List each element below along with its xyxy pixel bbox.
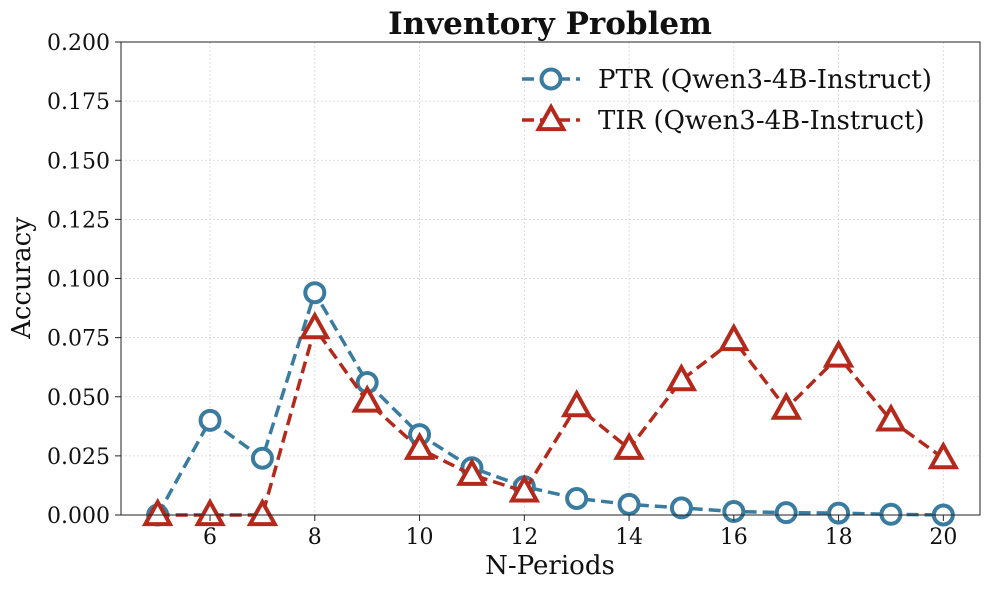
y-tick-label: 0.025: [47, 445, 110, 470]
data-point-triangle: [403, 431, 436, 460]
series-line: [156, 288, 944, 517]
data-point-circle: [250, 446, 274, 470]
x-tick-label: 8: [308, 525, 322, 550]
series-line: [157, 324, 945, 517]
y-tick-label: 0.000: [47, 504, 110, 529]
data-point-circle: [303, 281, 327, 305]
x-tick-label: 10: [406, 525, 434, 550]
legend-marker-circle: [539, 67, 563, 91]
y-tick-label: 0.100: [47, 268, 110, 293]
data-point-triangle: [875, 403, 907, 432]
data-point-triangle: [351, 384, 383, 413]
x-tick-label: 6: [203, 525, 217, 550]
data-point-circle: [617, 492, 641, 516]
legend: PTR (Qwen3-4B-Instruct) TIR (Qwen3-4B-Ins…: [522, 65, 932, 136]
y-tick-label: 0.125: [47, 208, 110, 233]
y-tick-label: 0.175: [47, 90, 110, 115]
legend-item: TIR (Qwen3-4B-Instruct): [522, 102, 925, 136]
data-point-triangle: [141, 497, 174, 527]
chart-title: Inventory Problem: [388, 6, 712, 42]
y-tick-label: 0.200: [47, 31, 110, 56]
x-tick-label: 20: [929, 525, 957, 550]
data-point-triangle: [456, 457, 488, 486]
legend-label: TIR (Qwen3-4B-Instruct): [598, 106, 925, 136]
data-point-triangle: [822, 339, 855, 368]
data-point-triangle: [613, 431, 645, 460]
data-point-triangle: [246, 497, 279, 527]
axis-layer: 6 8 10 12 14 16 18 20 0.000 0.025 0.050 0.075 0.100 0…: [47, 31, 957, 550]
data-point-triangle: [560, 389, 593, 418]
x-tick-label: 12: [510, 525, 538, 550]
x-tick-label: 18: [825, 525, 853, 550]
data-point-circle: [879, 502, 903, 526]
series-triangle-group: [141, 311, 960, 527]
data-point-triangle: [927, 441, 960, 470]
data-point-triangle: [665, 363, 698, 392]
data-point-circle: [774, 501, 798, 525]
x-tick-label: 16: [720, 525, 748, 550]
y-tick-label: 0.150: [47, 149, 110, 174]
x-axis-label: N-Periods: [485, 551, 615, 581]
legend-item: PTR (Qwen3-4B-Instruct): [522, 65, 932, 95]
data-point-triangle: [718, 322, 750, 352]
legend-label: PTR (Qwen3-4B-Instruct): [598, 65, 932, 95]
data-point-circle: [198, 408, 222, 432]
series-layer: [141, 281, 960, 527]
y-tick-label: 0.075: [47, 327, 110, 352]
data-point-circle: [565, 486, 589, 510]
y-axis-label: Accuracy: [7, 217, 37, 340]
data-point-circle: [827, 501, 851, 525]
data-point-triangle: [770, 391, 803, 420]
data-point-triangle: [508, 474, 541, 503]
data-point-circle: [669, 496, 693, 520]
x-tick-label: 14: [615, 525, 643, 550]
data-point-triangle: [298, 311, 331, 340]
legend-marker-triangle: [535, 102, 567, 132]
data-point-triangle: [194, 497, 226, 527]
y-tick-label: 0.050: [47, 386, 110, 411]
